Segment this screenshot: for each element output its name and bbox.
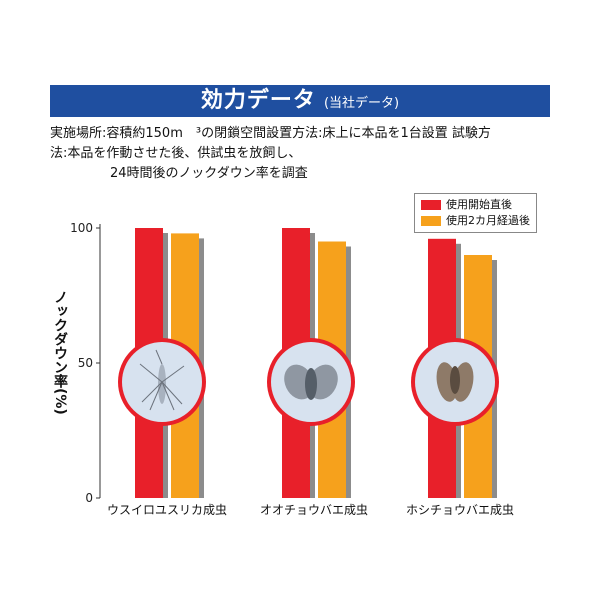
insect-body [305, 368, 317, 400]
legend-item-2: 使用2カ月経過後 [421, 213, 530, 229]
insect-body [158, 364, 166, 404]
chart-header: 効力データ (当社データ) [50, 85, 550, 117]
y-axis-title: ノックダウン率(%) [52, 290, 68, 415]
insect-leg [149, 381, 163, 411]
y-tick-label: 50 [78, 356, 93, 370]
description-line-1: 実施場所:容積約150m ³の閉鎖空間設置方法:床上に本品を1台設置 試験方 [50, 126, 491, 141]
description-line-2: 法:本品を作動させた後、供試虫を放飼し、 [50, 146, 302, 161]
insect-leg [139, 363, 163, 383]
chart-subtitle: (当社データ) [323, 96, 400, 111]
insect-leg [161, 381, 175, 411]
category-label: ホシチョウバエ成虫 [406, 503, 514, 517]
legend-label-2: 使用2カ月経過後 [446, 214, 530, 227]
category-label: ウスイロユスリカ成虫 [107, 503, 227, 517]
insect-body [450, 366, 460, 394]
legend-label-1: 使用開始直後 [446, 198, 512, 211]
test-description: 実施場所:容積約150m ³の閉鎖空間設置方法:床上に本品を1台設置 試験方 法… [50, 124, 560, 184]
legend-item-1: 使用開始直後 [421, 197, 530, 213]
insect-leg [161, 365, 185, 383]
insect-antenna [155, 349, 163, 365]
description-line-3: 24時間後のノックダウン率を調査 [110, 166, 308, 181]
insect-leg [161, 381, 183, 405]
category-label: オオチョウバエ成虫 [260, 503, 368, 517]
chart-title: 効力データ [200, 88, 316, 113]
y-tick-label: 0 [85, 491, 93, 505]
y-tick-label: 100 [70, 221, 93, 235]
legend: 使用開始直後 使用2カ月経過後 [414, 193, 537, 233]
legend-swatch-red [421, 200, 441, 210]
legend-swatch-orange [421, 216, 441, 226]
insect-leg [141, 381, 163, 403]
